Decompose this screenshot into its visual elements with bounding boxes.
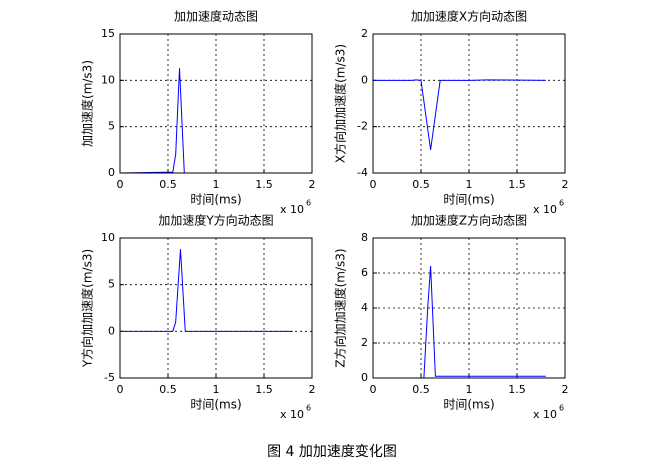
x-tick-label: 0	[117, 383, 124, 396]
y-axis-label: X方向加加速度(m/s3)	[333, 44, 348, 163]
x-offset-exponent: 6	[306, 199, 311, 208]
x-offset-exponent: 6	[559, 404, 564, 413]
x-tick-label: 2	[309, 383, 316, 396]
axes-frame	[372, 33, 566, 174]
x-offset-text: x 10	[533, 408, 557, 421]
x-tick-label: 1.5	[255, 178, 273, 191]
y-tick-label: 4	[361, 301, 368, 314]
x-tick-label: 1.5	[508, 178, 526, 191]
subplot-title: 加加速度Z方向动态图	[411, 213, 527, 228]
y-tick-label: 10	[101, 73, 115, 86]
y-tick-label: 2	[361, 336, 368, 349]
x-tick-label: 2	[562, 383, 569, 396]
y-tick-label: -2	[357, 120, 368, 133]
x-axis-label: 时间(ms)	[443, 193, 494, 207]
y-axis-label: Z方向加加速度(m/s3)	[333, 248, 348, 367]
y-axis-label: Y方向加加速度(m/s3)	[80, 249, 95, 368]
x-tick-label: 0	[370, 178, 377, 191]
axes-frame	[119, 237, 313, 379]
y-axis-label: 加加速度(m/s3)	[80, 60, 95, 147]
x-tick-label: 1	[213, 383, 220, 396]
subplot-title: 加加速度Y方向动态图	[158, 213, 273, 228]
x-tick-label: 0	[117, 178, 124, 191]
x-tick-label: 2	[562, 178, 569, 191]
x-tick-label: 1.5	[508, 383, 526, 396]
y-tick-label: 0	[108, 166, 115, 179]
y-tick-label: 0	[361, 73, 368, 86]
subplot-title: 加加速度X方向动态图	[411, 9, 527, 24]
x-tick-label: 0.5	[412, 178, 430, 191]
x-tick-label: 0.5	[159, 178, 177, 191]
x-offset-text: x 10	[280, 203, 304, 216]
data-line	[373, 79, 546, 150]
x-tick-label: 1	[466, 178, 473, 191]
x-tick-label: 1.5	[255, 383, 273, 396]
x-tick-label: 0.5	[412, 383, 430, 396]
y-tick-label: 0	[361, 371, 368, 384]
x-tick-label: 1	[466, 383, 473, 396]
x-tick-label: 2	[309, 178, 316, 191]
axes-frame	[372, 237, 566, 379]
x-tick-label: 0.5	[159, 383, 177, 396]
data-line	[120, 249, 293, 332]
x-offset-exponent: 6	[306, 404, 311, 413]
y-tick-label: 8	[361, 231, 368, 244]
axes-frame	[119, 33, 313, 174]
y-tick-label: 15	[101, 27, 115, 40]
y-tick-label: 10	[101, 231, 115, 244]
y-tick-label: 5	[108, 120, 115, 133]
x-tick-label: 0	[370, 383, 377, 396]
x-offset-exponent: 6	[559, 199, 564, 208]
y-tick-label: -5	[104, 371, 115, 384]
y-tick-label: 2	[361, 27, 368, 40]
y-tick-label: -4	[357, 166, 368, 179]
x-offset-text: x 10	[533, 203, 557, 216]
figure-caption: 图 4 加加速度变化图	[267, 444, 397, 460]
subplot-title: 加加速度动态图	[174, 9, 258, 24]
x-offset-text: x 10	[280, 408, 304, 421]
x-axis-label: 时间(ms)	[190, 193, 241, 207]
y-tick-label: 5	[108, 278, 115, 291]
x-tick-label: 1	[213, 178, 220, 191]
y-tick-label: 6	[361, 266, 368, 279]
x-axis-label: 时间(ms)	[443, 398, 494, 412]
x-axis-label: 时间(ms)	[190, 398, 241, 412]
y-tick-label: 0	[108, 324, 115, 337]
